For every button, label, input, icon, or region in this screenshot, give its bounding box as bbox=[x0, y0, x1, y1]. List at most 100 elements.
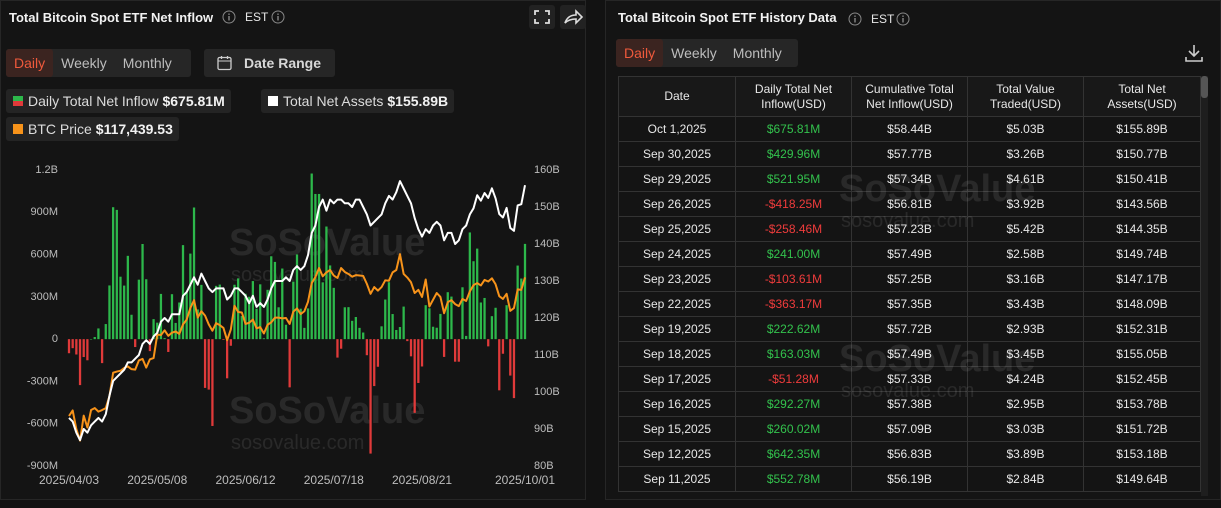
date-range-button[interactable]: Date Range bbox=[204, 49, 335, 77]
tab[interactable]: Daily bbox=[6, 49, 54, 77]
legend-label: BTC Price bbox=[28, 121, 92, 137]
bar bbox=[358, 327, 361, 340]
bar bbox=[380, 326, 383, 340]
bar bbox=[523, 243, 527, 340]
y-tick-label: -900M bbox=[27, 460, 58, 472]
bar bbox=[115, 209, 118, 340]
tab[interactable]: Monthly bbox=[122, 55, 172, 71]
y2-tick-label: 100B bbox=[534, 386, 560, 398]
legend-swatch bbox=[13, 124, 23, 134]
table-cell: $58.44B bbox=[851, 116, 968, 142]
table-cell: Sep 24,2025 bbox=[618, 241, 736, 267]
bar bbox=[376, 339, 380, 367]
table-cell: $150.77B bbox=[1083, 141, 1201, 167]
table-cell: $4.24B bbox=[967, 366, 1084, 392]
table-cell: Sep 26,2025 bbox=[618, 191, 736, 217]
bar bbox=[192, 207, 196, 340]
bar bbox=[225, 339, 229, 379]
info-icon[interactable] bbox=[222, 10, 236, 24]
watermark-url: sosovalue.com bbox=[231, 432, 364, 454]
bar bbox=[509, 339, 512, 376]
period-tabs: Daily Weekly Monthly bbox=[6, 49, 191, 77]
bar bbox=[431, 326, 435, 340]
table-cell: $147.17B bbox=[1083, 266, 1201, 292]
download-icon[interactable] bbox=[1184, 43, 1204, 63]
bar bbox=[214, 285, 218, 340]
info-icon[interactable] bbox=[271, 10, 285, 24]
tab[interactable]: Daily bbox=[616, 39, 664, 67]
bar bbox=[266, 289, 269, 340]
x-tick-label: 2025/06/12 bbox=[215, 473, 275, 487]
date-range-label: Date Range bbox=[244, 55, 322, 71]
table-cell: -$51.28M bbox=[735, 366, 852, 392]
table-cell: $222.62M bbox=[735, 316, 852, 342]
bar bbox=[262, 338, 266, 340]
bar bbox=[362, 332, 365, 340]
bar bbox=[406, 339, 409, 342]
bar bbox=[97, 328, 100, 340]
bar bbox=[402, 306, 405, 340]
bar bbox=[134, 339, 137, 348]
bar bbox=[141, 244, 144, 340]
bar bbox=[163, 338, 166, 340]
bar bbox=[159, 293, 163, 340]
bar bbox=[417, 339, 420, 383]
bar bbox=[520, 278, 523, 340]
bar bbox=[255, 308, 258, 340]
table-cell: Sep 12,2025 bbox=[618, 441, 736, 467]
table-cell: $150.41B bbox=[1083, 166, 1201, 192]
fullscreen-button[interactable] bbox=[529, 5, 555, 29]
y2-tick-label: 150B bbox=[534, 201, 560, 213]
table-cell: $241.00M bbox=[735, 241, 852, 267]
bar bbox=[178, 302, 181, 340]
table-cell: $3.43B bbox=[967, 291, 1084, 317]
bar bbox=[317, 193, 321, 340]
table-cell: Sep 17,2025 bbox=[618, 366, 736, 392]
scrollbar[interactable] bbox=[1201, 76, 1208, 496]
bar bbox=[137, 279, 141, 340]
table-cell: $3.03B bbox=[967, 416, 1084, 442]
x-tick-label: 2025/05/08 bbox=[127, 473, 187, 487]
table-row: Sep 26,2025 -$418.25M $56.81B $3.92B $143.56… bbox=[618, 191, 1201, 217]
table-cell: $675.81M bbox=[735, 116, 852, 142]
x-tick-label: 2025/07/18 bbox=[304, 473, 364, 487]
bar bbox=[339, 339, 343, 349]
watermark: SoSoValue bbox=[229, 390, 425, 432]
table-row: Sep 23,2025 -$103.61M $57.25B $3.16B $147.17… bbox=[618, 266, 1201, 292]
share-button[interactable] bbox=[560, 5, 586, 29]
bar bbox=[365, 339, 369, 356]
tab[interactable]: Weekly bbox=[61, 55, 107, 71]
table-cell: $57.35B bbox=[851, 291, 968, 317]
info-icon[interactable] bbox=[896, 12, 910, 26]
table-cell: Sep 16,2025 bbox=[618, 391, 736, 417]
bar bbox=[476, 248, 479, 340]
bar bbox=[310, 173, 313, 340]
y2-tick-label: 110B bbox=[534, 349, 559, 361]
table-cell: $153.18B bbox=[1083, 441, 1201, 467]
bar bbox=[203, 339, 207, 388]
bar bbox=[328, 265, 332, 340]
table-cell: $149.74B bbox=[1083, 241, 1201, 267]
info-icon[interactable] bbox=[848, 12, 862, 26]
bar bbox=[93, 337, 96, 340]
bar bbox=[413, 339, 416, 413]
bar bbox=[100, 339, 104, 364]
bar bbox=[152, 319, 155, 340]
bar bbox=[465, 335, 468, 340]
bar bbox=[295, 254, 299, 340]
bar bbox=[369, 339, 372, 454]
tab[interactable]: Monthly bbox=[732, 45, 782, 61]
bar bbox=[104, 324, 107, 340]
table-row: Sep 11,2025 $552.78M $56.19B $2.84B $149.64B bbox=[618, 466, 1201, 492]
bar bbox=[123, 285, 126, 340]
table-cell: $3.16B bbox=[967, 266, 1084, 292]
bar bbox=[321, 282, 324, 340]
bar bbox=[89, 339, 93, 340]
bar bbox=[170, 294, 174, 340]
y2-tick-label: 140B bbox=[534, 238, 560, 250]
inflow-panel: Total Bitcoin Spot ETF Net Inflow EST Da… bbox=[0, 0, 586, 500]
tab[interactable]: Weekly bbox=[671, 45, 717, 61]
table-cell: -$363.17M bbox=[735, 291, 852, 317]
table-cell: Sep 22,2025 bbox=[618, 291, 736, 317]
column-header: Total Net Assets(USD) bbox=[1083, 76, 1201, 117]
